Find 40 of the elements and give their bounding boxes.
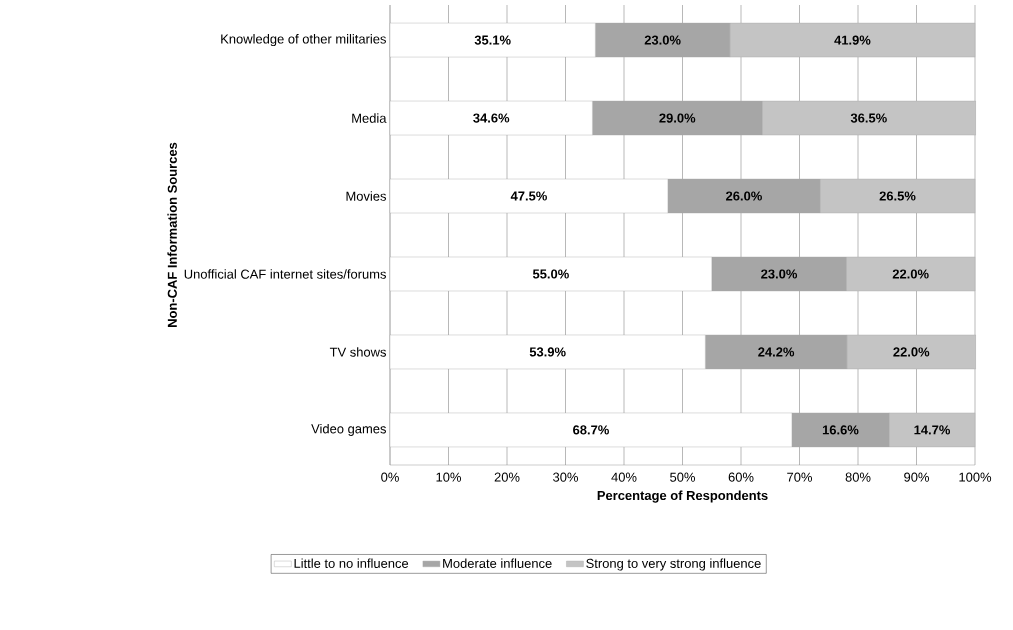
data-label: 23.0% [644,35,681,45]
y-tick-label: Movies [346,191,387,201]
data-label: 47.5% [510,191,547,201]
data-label: 24.2% [758,347,795,357]
data-label: 16.6% [822,425,859,435]
legend-label: Little to no influence [294,558,409,568]
x-tick-label: 0% [381,472,399,482]
legend-label: Strong to very strong influence [586,558,761,571]
x-tick-label: 90% [904,472,930,482]
data-label: 22.0% [892,269,929,279]
x-tick-label: 30% [553,472,579,482]
x-tick-label: 50% [670,472,696,482]
data-label: 34.6% [473,113,510,123]
y-axis-title: Non-CAF Information Sources [167,142,177,327]
y-tick-label: TV shows [329,347,387,357]
x-tick-label: 80% [845,472,871,482]
data-label: 14.7% [914,425,951,435]
x-axis-title: Percentage of Respondents [597,490,768,503]
data-label: 26.0% [726,191,762,201]
x-tick-label: 10% [436,472,462,482]
data-label: 29.0% [659,113,696,123]
data-label: 36.5% [850,113,887,123]
data-label: 41.9% [834,35,871,45]
data-label: 22.0% [893,347,930,357]
x-tick-label: 60% [728,472,754,482]
legend-label: Moderate influence [443,558,552,568]
x-tick-label: 70% [787,472,813,482]
x-tick-label: 20% [494,472,520,482]
data-label: 53.9% [529,347,566,357]
data-label: 23.0% [761,269,798,279]
y-tick-label: Video games [311,423,386,436]
x-tick-label: 40% [611,472,637,482]
y-tick-label: Knowledge of other militaries [221,34,386,47]
y-tick-label: Unofficial CAF internet sites/forums [184,269,386,279]
y-tick-label: Media [352,113,387,123]
data-label: 35.1% [474,35,511,45]
x-tick-label: 100% [959,472,992,482]
data-label: 68.7% [573,425,609,435]
data-label: 26.5% [879,191,916,201]
data-label: 55.0% [532,269,569,279]
